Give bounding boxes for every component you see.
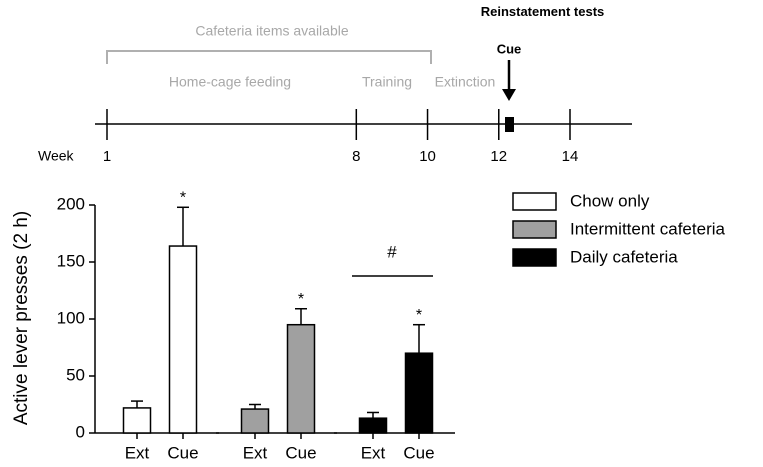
- significance-label: *: [298, 291, 304, 308]
- legend-label: Daily cafeteria: [570, 247, 678, 266]
- week-number: 8: [352, 148, 360, 165]
- bar: [404, 352, 434, 434]
- week-number: 14: [562, 148, 579, 165]
- phase-label: Extinction: [435, 74, 496, 90]
- significance-label: *: [180, 189, 186, 206]
- legend-label: Intermittent cafeteria: [570, 219, 726, 238]
- cue-label: Cue: [497, 41, 522, 56]
- bar: [286, 323, 316, 434]
- cafeteria-label: Cafeteria items available: [195, 23, 349, 39]
- arrow-head: [502, 89, 516, 101]
- x-tick-label: Cue: [403, 443, 434, 462]
- x-tick-label: Ext: [361, 443, 386, 462]
- test-block: [505, 117, 514, 132]
- bar: [168, 245, 198, 434]
- y-tick-label: 50: [66, 365, 85, 384]
- week-label: Week: [38, 148, 75, 164]
- y-tick-label: 150: [57, 251, 85, 270]
- x-tick-label: Cue: [167, 443, 198, 462]
- x-tick-label: Ext: [243, 443, 268, 462]
- y-tick-label: 200: [57, 194, 85, 213]
- phase-label: Home-cage feeding: [169, 74, 291, 90]
- x-tick-label: Cue: [285, 443, 316, 462]
- y-axis-label: Active lever presses (2 h): [11, 211, 32, 425]
- week-number: 10: [419, 148, 436, 165]
- reinstatement-label: Reinstatement tests: [480, 4, 605, 19]
- legend-label: Chow only: [570, 191, 650, 210]
- week-number: 1: [103, 148, 111, 165]
- x-tick-label: Ext: [125, 443, 150, 462]
- bar: [122, 407, 152, 434]
- bracket: [106, 50, 432, 64]
- legend-swatch: [512, 248, 557, 267]
- annotation-label: #: [387, 242, 397, 261]
- legend-swatch: [512, 192, 557, 211]
- legend-swatch: [512, 220, 557, 239]
- significance-label: *: [416, 307, 422, 324]
- bar: [358, 417, 388, 434]
- phase-label: Training: [362, 74, 412, 90]
- bar: [240, 408, 270, 434]
- y-tick-label: 100: [57, 308, 85, 327]
- week-number: 12: [490, 148, 507, 165]
- y-tick-label: 0: [76, 422, 85, 441]
